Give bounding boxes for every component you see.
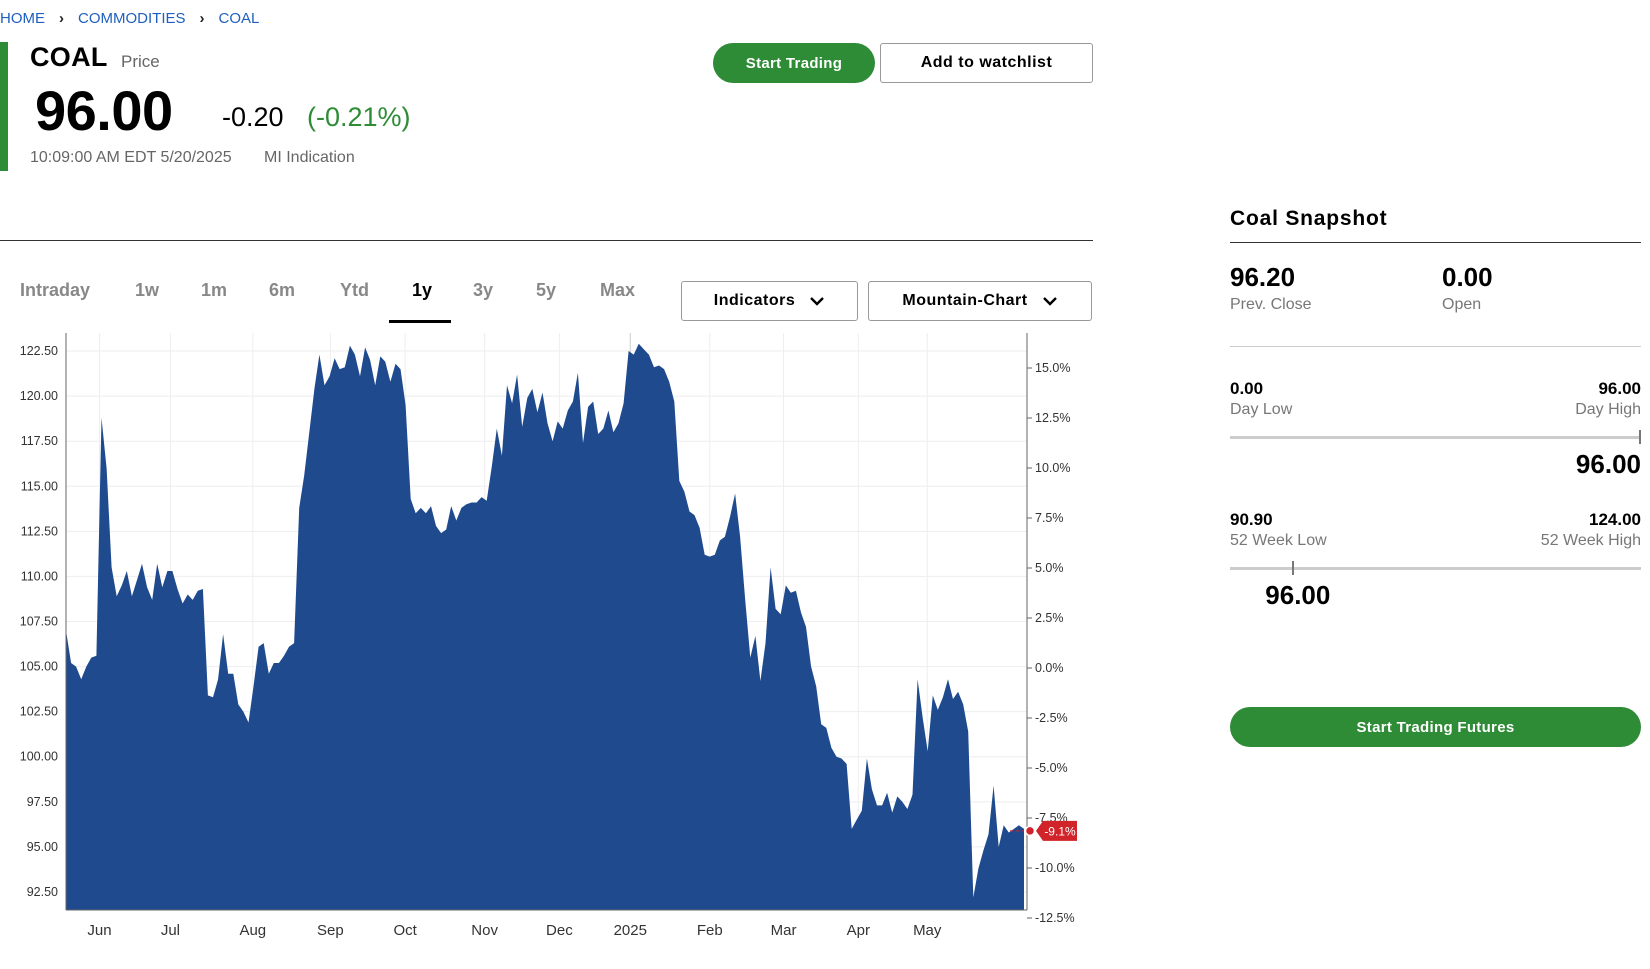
price-area: [66, 343, 1024, 910]
y-right-tick-label: -2.5%: [1035, 711, 1068, 725]
chevron-right-icon: ›: [59, 10, 64, 27]
breadcrumb-coal[interactable]: COAL: [218, 10, 260, 27]
breadcrumb-home[interactable]: HOME: [0, 10, 45, 27]
indicators-label: Indicators: [713, 292, 796, 309]
chart-type-dropdown[interactable]: Mountain-Chart: [868, 281, 1092, 321]
tab-3y[interactable]: 3y: [473, 280, 494, 300]
y-left-tick-label: 95.00: [27, 840, 58, 854]
current-price-dot: [1024, 825, 1036, 837]
start-trading-button[interactable]: Start Trading: [713, 43, 875, 83]
divider: [0, 240, 1093, 241]
tab-1w[interactable]: 1w: [135, 280, 160, 300]
add-to-watchlist-button[interactable]: Add to watchlist: [880, 43, 1093, 83]
chevron-right-icon: ›: [199, 10, 205, 27]
52-week-high-value: 124.00: [1589, 510, 1641, 529]
y-left-tick-label: 117.50: [21, 434, 58, 448]
y-right-tick-label: 5.0%: [1035, 561, 1064, 575]
tab-intraday[interactable]: Intraday: [20, 280, 91, 300]
y-right-tick-label: 0.0%: [1035, 661, 1064, 675]
tab-max[interactable]: Max: [600, 280, 636, 300]
snapshot-title: Coal Snapshot: [1230, 207, 1388, 230]
y-right-tick-label: 10.0%: [1035, 461, 1070, 475]
x-tick-label: Oct: [393, 922, 417, 939]
divider: [1230, 346, 1641, 347]
accent-bar: [0, 42, 8, 171]
y-right-tick-label: 15.0%: [1035, 361, 1070, 375]
breadcrumb-commodities[interactable]: COMMODITIES: [78, 10, 186, 27]
price-change: -0.20: [222, 102, 284, 132]
52-week-low-label: 52 Week Low: [1230, 532, 1327, 549]
x-tick-label: Nov: [471, 922, 498, 939]
y-left-tick-label: 92.50: [27, 885, 58, 899]
day-range-track: [1230, 436, 1641, 439]
indication-label: MI Indication: [264, 149, 355, 166]
breadcrumb: HOME › COMMODITIES › COAL: [0, 10, 259, 27]
52-week-range-track: [1230, 567, 1641, 570]
current-pct-badge: [1036, 820, 1077, 841]
divider: [1230, 242, 1641, 243]
y-left-tick-label: 105.00: [20, 660, 58, 674]
day-high-value: 96.00: [1598, 379, 1641, 398]
y-left-tick-label: 115.00: [21, 479, 58, 493]
tab-6m[interactable]: 6m: [269, 280, 296, 300]
current-price: 96.00: [35, 79, 173, 142]
y-left-tick-label: 110.00: [21, 569, 58, 583]
current-pct-label: -9.1%: [1044, 824, 1076, 838]
y-left-tick-label: 107.50: [20, 615, 58, 629]
y-right-tick-label: 2.5%: [1035, 611, 1064, 625]
x-tick-label: 2025: [614, 922, 647, 939]
y-left-tick-label: 100.00: [20, 750, 58, 764]
day-range-current: 96.00: [1575, 449, 1641, 479]
prev-close-label: Prev. Close: [1230, 296, 1312, 313]
y-right-tick-label: -5.0%: [1035, 761, 1068, 775]
52-week-low-value: 90.90: [1230, 510, 1273, 529]
day-high-label: Day High: [1575, 401, 1641, 418]
y-left-tick-label: 102.50: [20, 705, 58, 719]
price-chart[interactable]: 122.50 120.00 117.50 115.00 112.50 110.00 107.…: [0, 333, 1093, 943]
y-left-tick-label: 112.50: [21, 524, 58, 538]
y-left-tick-label: 120.00: [20, 389, 58, 403]
y-left-tick-label: 97.50: [27, 795, 58, 809]
indicators-dropdown[interactable]: Indicators: [681, 281, 858, 321]
symbol-title: COAL: [30, 42, 108, 72]
day-low-value: 0.00: [1230, 379, 1264, 398]
x-tick-label: Apr: [847, 922, 870, 939]
prev-close-value: 96.20: [1230, 262, 1296, 292]
chart-type-label: Mountain-Chart: [902, 292, 1028, 309]
day-range-marker: [1639, 430, 1641, 444]
52-week-range-current: 96.00: [1265, 580, 1331, 610]
price-label: Price: [121, 52, 160, 71]
x-tick-label: May: [913, 922, 942, 939]
52-week-high-label: 52 Week High: [1540, 532, 1641, 549]
y-right-tick-label: 12.5%: [1035, 411, 1070, 425]
x-tick-label: Jun: [87, 922, 111, 939]
tab-5y[interactable]: 5y: [536, 280, 557, 300]
chevron-down-icon: [810, 297, 825, 306]
start-trading-futures-button[interactable]: Start Trading Futures: [1230, 707, 1641, 747]
x-tick-label: Feb: [697, 922, 723, 939]
x-tick-label: Dec: [546, 922, 573, 939]
day-low-label: Day Low: [1230, 401, 1293, 418]
52-week-range-marker: [1292, 561, 1295, 575]
price-change-percent: (-0.21%): [307, 102, 411, 132]
y-right-tick-label: 7.5%: [1035, 511, 1064, 525]
open-value: 0.00: [1442, 262, 1493, 292]
tab-1m[interactable]: 1m: [201, 280, 228, 300]
y-right-tick-label: -10.0%: [1035, 861, 1075, 875]
x-tick-label: Aug: [239, 922, 266, 939]
open-label: Open: [1442, 296, 1482, 313]
y-left-tick-label: 122.50: [20, 344, 58, 358]
active-tab-indicator: [389, 320, 451, 323]
chevron-down-icon: [1042, 297, 1057, 306]
x-tick-label: Jul: [161, 922, 180, 939]
tab-1y[interactable]: 1y: [412, 280, 433, 300]
tab-ytd[interactable]: Ytd: [340, 280, 369, 300]
x-tick-label: Mar: [771, 922, 797, 939]
y-right-tick-label: -12.5%: [1035, 911, 1075, 925]
quote-timestamp: 10:09:00 AM EDT 5/20/2025: [30, 149, 232, 166]
x-tick-label: Sep: [317, 922, 344, 939]
